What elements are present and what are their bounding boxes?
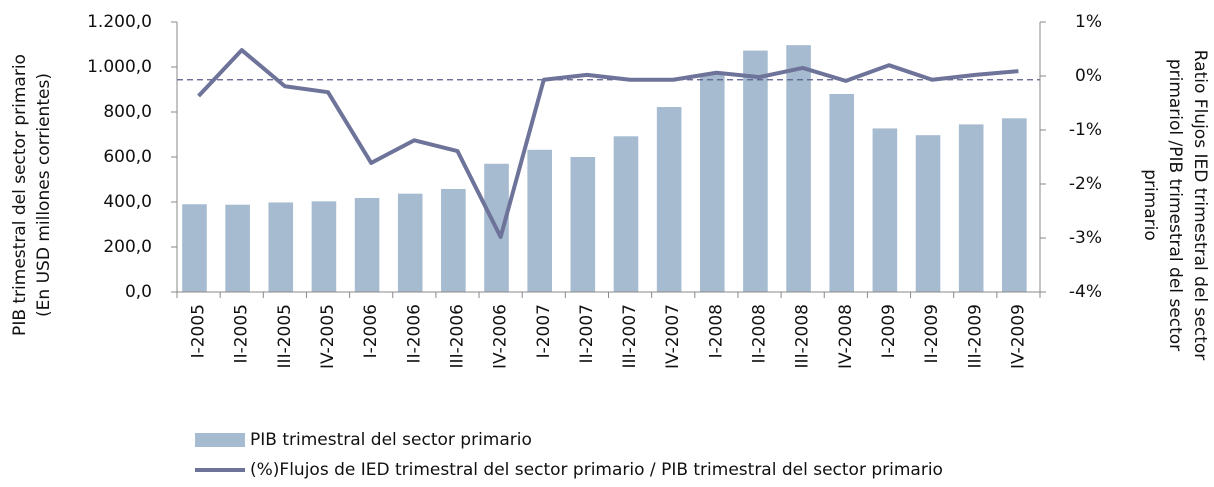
- bar: [958, 124, 984, 292]
- y2-axis-title: primariol /PIB trimestral del sector: [1165, 59, 1185, 351]
- bar: [570, 157, 596, 292]
- line-series: [197, 48, 1019, 239]
- y2-axis-title: primario: [1140, 169, 1160, 241]
- y2-tick-label: -3%: [1069, 228, 1102, 248]
- bar: [915, 135, 941, 292]
- bar: [829, 94, 855, 292]
- y-tick-label: 1.000,0: [87, 57, 152, 77]
- x-tick-label: II-2005: [232, 304, 252, 363]
- bar: [311, 201, 337, 292]
- x-tick-label: IV-2005: [318, 304, 338, 369]
- x-tick-label: IV-2007: [663, 304, 683, 369]
- bar: [743, 50, 768, 293]
- bar: [656, 107, 682, 292]
- x-tick-label: I-2008: [706, 304, 726, 358]
- x-tick-label: I-2005: [189, 304, 209, 358]
- bar: [613, 136, 639, 292]
- y2-tick-label: 0%: [1075, 66, 1102, 86]
- bar: [182, 204, 207, 292]
- x-tick-label: III-2006: [447, 304, 467, 368]
- y2-tick-label: 1%: [1075, 12, 1102, 32]
- x-tick-label: II-2006: [404, 304, 424, 363]
- y-tick-label: 800,0: [103, 102, 152, 122]
- x-tick-label: I-2009: [879, 304, 899, 358]
- bar: [268, 202, 294, 292]
- y-tick-label: 200,0: [103, 237, 152, 257]
- y2-tick-label: -4%: [1069, 282, 1102, 302]
- bar: [872, 128, 898, 292]
- x-tick-label: III-2008: [793, 304, 813, 368]
- y2-axis-title: Ratio Flujos IED trimestral del sector: [1190, 50, 1210, 361]
- y-axis-title: PIB trimestral del sector primario: [10, 54, 30, 336]
- bar: [786, 45, 811, 292]
- y-tick-label: 0,0: [125, 282, 152, 302]
- x-tick-label: I-2007: [534, 304, 554, 358]
- x-tick-label: III-2009: [965, 304, 985, 368]
- legend-label: (%)Flujos de IED trimestral del sector p…: [250, 460, 943, 480]
- y-tick-label: 600,0: [103, 147, 152, 167]
- legend-label: PIB trimestral del sector primario: [250, 430, 532, 450]
- y-tick-label: 400,0: [103, 192, 152, 212]
- x-tick-label: III-2007: [620, 304, 640, 368]
- bar: [354, 197, 380, 292]
- bar: [397, 193, 423, 292]
- y-axis-title: (En USD millones corrientes): [34, 73, 54, 317]
- bar: [441, 188, 466, 292]
- x-tick-label: IV-2006: [491, 304, 511, 369]
- x-tick-label: IV-2009: [1008, 304, 1028, 369]
- bar: [527, 149, 552, 292]
- x-tick-label: II-2008: [750, 304, 770, 363]
- legend-swatch: [195, 433, 245, 447]
- y2-tick-label: -2%: [1069, 174, 1102, 194]
- x-tick-label: II-2007: [577, 304, 597, 363]
- bar: [699, 74, 725, 292]
- y-tick-label: 1.200,0: [87, 12, 152, 32]
- y2-tick-label: -1%: [1069, 120, 1102, 140]
- bar: [1002, 118, 1027, 292]
- x-tick-label: IV-2008: [836, 304, 856, 369]
- bar: [225, 204, 250, 292]
- x-tick-label: II-2009: [922, 304, 942, 363]
- x-tick-label: III-2005: [275, 304, 295, 368]
- x-tick-label: I-2006: [361, 304, 381, 358]
